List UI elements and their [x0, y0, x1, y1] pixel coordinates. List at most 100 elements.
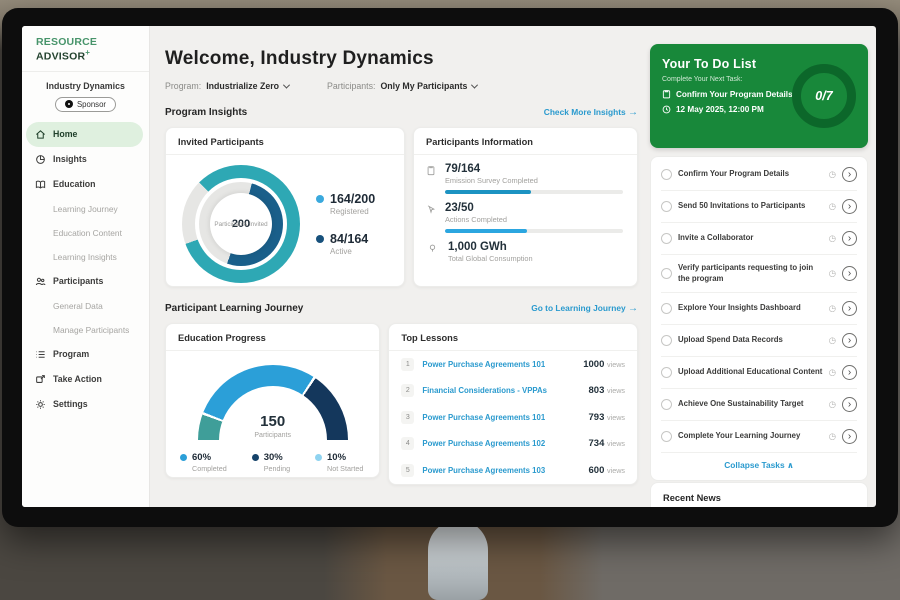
collapse-tasks-link[interactable]: Collapse Tasks ∧ [724, 460, 794, 471]
task-checkbox[interactable] [661, 367, 672, 379]
program-filter-label: Program: [165, 81, 202, 91]
task-row-verify-participants[interactable]: Verify participants requesting to join t… [661, 255, 857, 294]
education-gauge-chart: 150 Participants [197, 365, 348, 441]
edu-card-title: Education Progress [166, 324, 380, 351]
task-row-complete-learning-journey[interactable]: Complete Your Learning Journey ◷ › [661, 421, 857, 454]
actions-progress-track [445, 229, 623, 233]
sidebar-item-take-action[interactable]: Take Action [22, 367, 149, 392]
todo-title: Your To Do List [662, 57, 757, 71]
task-checkbox[interactable] [661, 431, 672, 443]
lesson-rank: 1 [401, 357, 415, 371]
task-chevron-button[interactable]: › [842, 167, 857, 182]
task-chevron-button[interactable]: › [842, 231, 857, 246]
program-filter[interactable]: Program: Industrialize Zero [165, 81, 291, 91]
chevron-down-icon [282, 81, 291, 89]
lesson-link[interactable]: Power Purchase Agreements 103 [422, 465, 546, 475]
lesson-views: 803 [588, 385, 605, 397]
lesson-link[interactable]: Financial Considerations - VPPAs [422, 386, 548, 396]
task-chevron-button[interactable]: › [842, 301, 857, 317]
task-clock-icon: ◷ [828, 169, 836, 179]
invited-donut-chart: 200 Participants Invited [182, 165, 300, 283]
task-chevron-button[interactable]: › [842, 397, 857, 413]
donut-center-label: Participants Invited [214, 220, 268, 228]
sidebar-item-participants[interactable]: Participants [22, 269, 149, 294]
top-lessons-card: Top Lessons 1 Power Purchase Agreements … [388, 323, 638, 485]
sidebar-item-learning-insights[interactable]: Learning Insights [22, 245, 149, 269]
main-content: Welcome, Industry Dynamics Program: Indu… [150, 26, 650, 507]
task-clock-icon: ◷ [828, 303, 836, 314]
sidebar-item-home[interactable]: Home [26, 121, 143, 147]
task-chevron-button[interactable]: › [842, 429, 857, 445]
lesson-views: 734 [588, 438, 605, 450]
logo-plus: + [85, 48, 91, 57]
task-checkbox[interactable] [661, 335, 672, 347]
task-row-confirm-program[interactable]: Confirm Your Program Details ◷ › [661, 159, 857, 191]
sponsor-badge-label: Sponsor [76, 99, 107, 109]
lesson-link[interactable]: Power Purchase Agreements 101 [422, 359, 546, 369]
lesson-views: 600 [588, 464, 605, 476]
sponsor-badge[interactable]: Sponsor [54, 96, 117, 112]
task-row-explore-insights[interactable]: Explore Your Insights Dashboard ◷ › [661, 293, 857, 326]
views-label: views [607, 412, 625, 422]
task-row-send-invitations[interactable]: Send 50 Invitations to Participants ◷ › [661, 191, 857, 223]
participants-filter-label: Participants: [327, 81, 376, 91]
task-chevron-button[interactable]: › [842, 199, 857, 214]
task-checkbox[interactable] [661, 303, 672, 315]
task-clock-icon: ◷ [828, 201, 836, 211]
views-label: views [607, 386, 625, 396]
task-checkbox[interactable] [661, 169, 672, 180]
sidebar-item-insights[interactable]: Insights [22, 147, 149, 172]
chevron-down-icon [471, 81, 479, 89]
app-logo[interactable]: RESOURCE ADVISOR+ [22, 26, 149, 72]
caret-up-icon: ∧ [786, 460, 794, 471]
sidebar-nav: Home Insights Education Learning Journey [22, 121, 149, 417]
go-to-learning-journey-link[interactable]: Go to Learning Journey → [531, 303, 638, 314]
task-clock-icon: ◷ [828, 431, 836, 442]
lesson-link[interactable]: Power Purchase Agreements 102 [422, 439, 546, 449]
sidebar-item-label: Settings [53, 399, 88, 409]
lesson-row: 1 Power Purchase Agreements 101 1000 vie… [389, 351, 637, 378]
check-more-insights-link[interactable]: Check More Insights → [543, 107, 638, 118]
task-checkbox[interactable] [661, 268, 672, 280]
people-icon [35, 277, 46, 285]
sidebar-item-manage-participants[interactable]: Manage Participants [22, 318, 149, 342]
task-chevron-button[interactable]: › [842, 365, 857, 381]
lesson-link[interactable]: Power Purchase Agreements 101 [422, 412, 546, 422]
task-chevron-button[interactable]: › [842, 333, 857, 349]
task-row-upload-educational-content[interactable]: Upload Additional Educational Content ◷ … [661, 357, 857, 390]
task-row-upload-spend-data[interactable]: Upload Spend Data Records ◷ › [661, 325, 857, 358]
gauge-legend: 60% Completed 30% Pending [166, 441, 379, 473]
task-checkbox[interactable] [661, 233, 672, 244]
sidebar-item-program[interactable]: Program [22, 342, 149, 367]
lesson-views: 1000 [583, 358, 605, 370]
action-icon [36, 374, 45, 383]
sidebar-item-label: Education [53, 179, 96, 189]
click-icon [427, 205, 435, 214]
sidebar-item-settings[interactable]: Settings [22, 392, 149, 417]
task-row-invite-collaborator[interactable]: Invite a Collaborator ◷ › [661, 223, 857, 255]
lessons-card-title: Top Lessons [389, 324, 637, 351]
clipboard-icon [662, 90, 671, 99]
legend-item-pending: 30% Pending [251, 452, 290, 473]
sidebar-item-education[interactable]: Education [22, 172, 149, 197]
sidebar: RESOURCE ADVISOR+ Industry Dynamics Spon… [22, 26, 150, 507]
program-insights-heading: Program Insights [165, 107, 248, 118]
sidebar-item-label: General Data [53, 300, 103, 311]
sidebar-item-label: Learning Insights [53, 251, 117, 262]
task-chevron-button[interactable]: › [842, 266, 857, 282]
todo-counter: 0/7 [815, 89, 833, 103]
pinfo-card-title: Participants Information [414, 128, 637, 155]
sidebar-item-label: Take Action [53, 374, 102, 384]
task-row-achieve-target[interactable]: Achieve One Sustainability Target ◷ › [661, 389, 857, 422]
sidebar-item-general-data[interactable]: General Data [22, 294, 149, 318]
arrow-right-icon: → [628, 303, 638, 314]
participants-filter[interactable]: Participants: Only My Participants [327, 81, 479, 91]
invited-legend: 164/200 Registered 84/164 Active [316, 192, 375, 256]
task-checkbox[interactable] [661, 399, 672, 411]
task-checkbox[interactable] [661, 201, 672, 212]
sidebar-item-label: Participants [53, 276, 104, 286]
gauge-center-value: 150 [260, 413, 286, 430]
sidebar-item-learning-journey[interactable]: Learning Journey [22, 197, 149, 221]
todo-progress-ring: 0/7 [792, 64, 856, 128]
sidebar-item-education-content[interactable]: Education Content [22, 221, 149, 245]
